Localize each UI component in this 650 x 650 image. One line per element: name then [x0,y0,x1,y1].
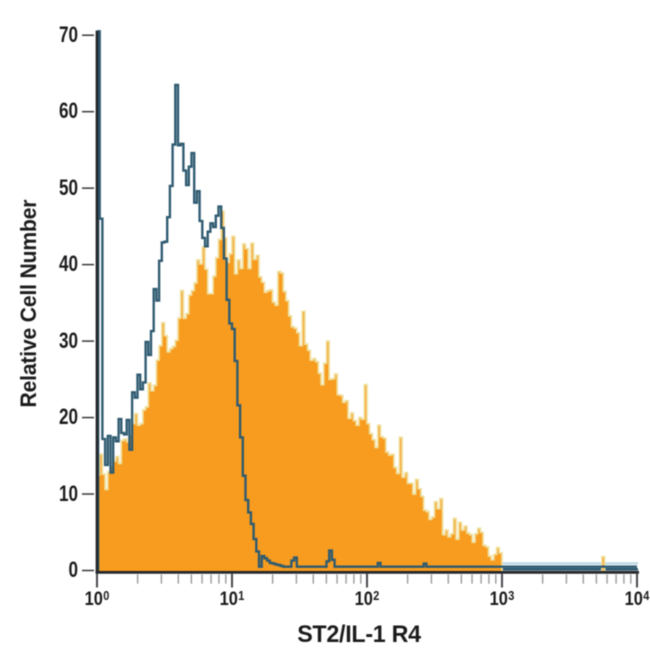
x-tick-label-text: 101 [219,587,245,610]
x-tick-exponent: 0 [103,587,110,602]
y-tick-label: 50 [58,174,78,200]
x-tick-exponent: 1 [238,587,245,602]
x-tick-exponent: 4 [643,587,650,602]
x-axis-title-text: ST2/IL-1 R4 [297,621,421,648]
y-tick-label: 60 [58,98,78,124]
x-tick-exponent: 2 [373,587,380,602]
stained-sample-outline [96,210,606,572]
x-tick-exponent: 3 [508,587,515,602]
control-open-histogram [96,30,637,572]
y-axis-title-text: Relative Cell Number [16,199,41,408]
x-tick-label-text: 100 [84,587,110,610]
y-tick-label: 0 [68,557,78,583]
y-tick-label: 70 [58,21,78,47]
y-tick-label: 20 [58,404,78,430]
x-tick-label-text: 103 [489,587,515,610]
y-tick-label: 40 [58,251,78,277]
y-tick-label: 30 [58,327,78,353]
y-tick-label: 10 [58,480,78,506]
x-tick-label-text: 102 [354,587,380,610]
x-tick-label-text: 104 [624,587,650,610]
